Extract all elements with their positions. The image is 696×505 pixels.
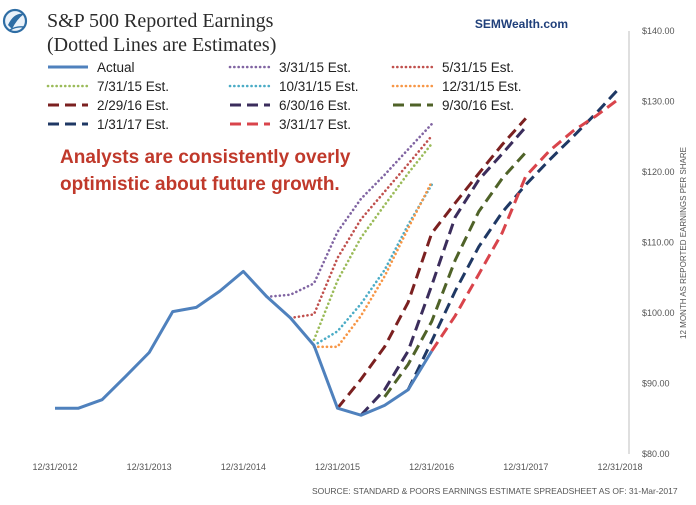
legend-label: 7/31/15 Est. [97,79,169,94]
chart-title: S&P 500 Reported Earnings [47,10,274,32]
series-line-12-31-15-est [312,180,434,349]
y-tick-label: $110.00 [642,238,674,248]
legend-label: 3/31/17 Est. [279,117,351,132]
legend-label: 3/31/15 Est. [279,60,351,75]
series-line-2-29-16-est [336,117,527,410]
y-tick-label: $140.00 [642,26,675,36]
legend-label: 10/31/15 Est. [279,79,359,94]
y-tick-label: $130.00 [642,97,675,107]
x-tick-label: 12/31/2017 [503,462,548,472]
x-tick-label: 12/31/2012 [32,462,77,472]
series-line-3-31-17-est [430,96,621,352]
legend-label: 5/31/15 Est. [442,60,514,75]
legend: Actual 3/31/15 Est. 5/31/15 Est. 7/31/15 Es… [46,60,522,132]
y-tick-label: $100.00 [642,308,675,318]
brand-link[interactable]: SEMWealth.com [475,17,568,31]
y-tick-label: $90.00 [642,379,670,389]
chart-subtitle: (Dotted Lines are Estimates) [47,34,276,56]
series-line-5-31-15-est [289,134,434,320]
x-tick-label: 12/31/2015 [315,462,360,472]
brand-logo-icon [2,8,28,34]
x-tick-label: 12/31/2013 [127,462,172,472]
legend-label: 9/30/16 Est. [442,98,514,113]
series-layer [55,86,622,417]
x-tick-label: 12/31/2018 [597,462,642,472]
series-line-actual [55,269,433,417]
legend-label: 12/31/15 Est. [442,79,522,94]
legend-label: 1/31/17 Est. [97,117,169,132]
series-line-3-31-15-est [265,122,434,299]
y-tick-label: $120.00 [642,167,675,177]
x-tick-label: 12/31/2014 [221,462,266,472]
y-tick-label: $80.00 [642,449,670,459]
series-line-7-31-15-est [312,142,434,342]
source-note: SOURCE: STANDARD & POORS EARNINGS ESTIMA… [312,486,678,496]
y-axis: $80.00 $90.00 $100.00 $110.00 $120.00 $130.00… [642,26,675,459]
series-line-10-31-15-est [312,183,434,347]
legend-label: Actual [97,60,135,75]
x-axis: 12/31/2012 12/31/2013 12/31/2014 12/31/2015… [32,462,642,472]
annotation-line-1: Analysts are consistently overly [60,147,351,168]
series-line-9-30-16-est [383,151,527,398]
legend-label: 6/30/16 Est. [279,98,351,113]
y-axis-label: 12 MONTH AS REPORTED EARNINGS PER SHARE [679,147,688,339]
series-line-6-30-16-est [359,125,527,417]
annotation-line-2: optimistic about future growth. [60,174,340,195]
legend-label: 2/29/16 Est. [97,98,169,113]
x-tick-label: 12/31/2016 [409,462,454,472]
